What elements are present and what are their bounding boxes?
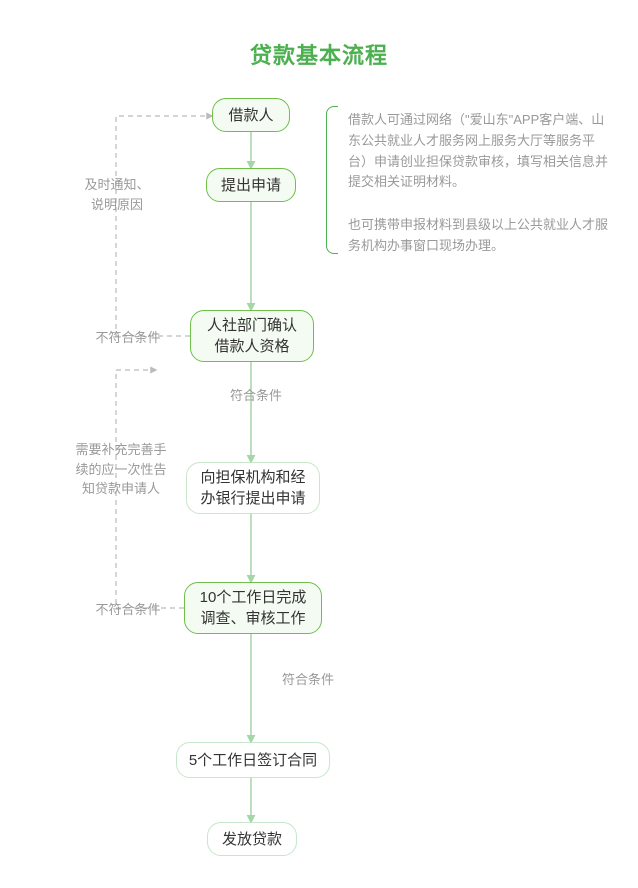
- node-verify: 人社部门确认借款人资格: [190, 310, 314, 362]
- lbl-notify: 及时通知、说明原因: [72, 175, 162, 214]
- node-apply: 提出申请: [206, 168, 296, 202]
- lbl-pass2: 符合条件: [278, 670, 338, 690]
- lbl-supp: 需要补充完善手续的应一次性告知贷款申请人: [66, 440, 176, 499]
- note1: 借款人可通过网络（"爱山东"APP客户端、山东公共就业人才服务网上服务大厅等服务…: [348, 110, 608, 193]
- node-contract: 5个工作日签订合同: [176, 742, 330, 778]
- node-review: 10个工作日完成调查、审核工作: [184, 582, 322, 634]
- node-disburse: 发放贷款: [207, 822, 297, 856]
- lbl-fail2: 不符合条件: [88, 600, 168, 620]
- edge-d1: [116, 116, 212, 336]
- note2: 也可携带申报材料到县级以上公共就业人才服务机构办事窗口现场办理。: [348, 215, 608, 257]
- node-submit: 向担保机构和经办银行提出申请: [186, 462, 320, 514]
- note-bracket: [326, 106, 338, 254]
- node-borrower: 借款人: [212, 98, 290, 132]
- page-title: 贷款基本流程: [0, 38, 638, 70]
- lbl-fail1: 不符合条件: [88, 328, 168, 348]
- lbl-pass1: 符合条件: [226, 386, 286, 406]
